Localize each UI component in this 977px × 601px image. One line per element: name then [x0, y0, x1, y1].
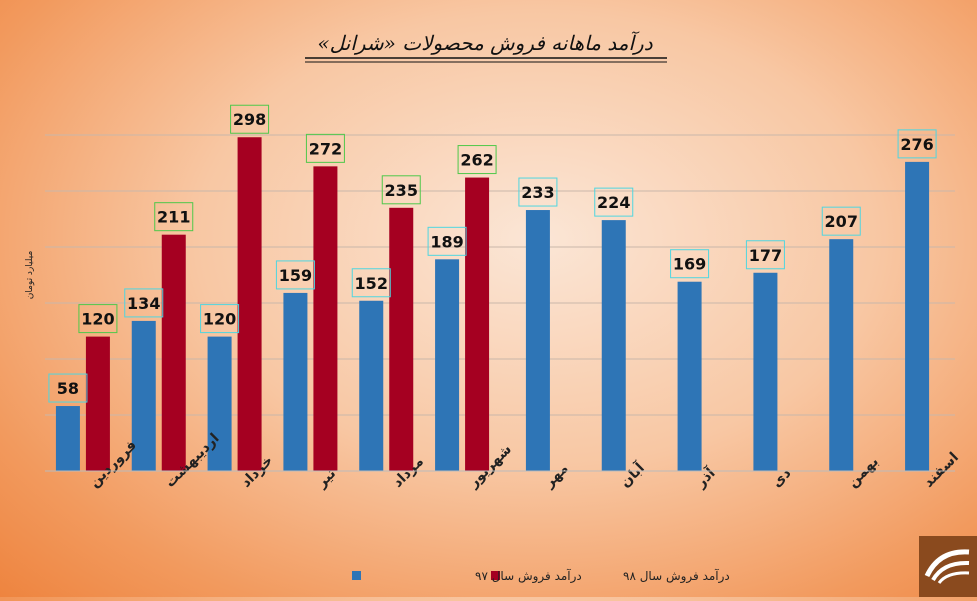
bar: [161, 234, 186, 471]
data-label-box: [821, 206, 861, 236]
bar: [905, 161, 930, 471]
data-label-box: [154, 202, 194, 232]
data-label: 262: [460, 151, 493, 170]
data-label-box: [78, 304, 118, 334]
gridlines: [45, 134, 955, 416]
data-label: 120: [203, 310, 236, 329]
data-label: 276: [900, 135, 933, 154]
bar: [283, 292, 308, 471]
data-label-box: [427, 226, 467, 256]
bar: [131, 320, 156, 471]
bar: [85, 336, 110, 471]
data-label: 159: [279, 266, 312, 285]
data-label: 177: [749, 246, 782, 265]
data-label: 224: [597, 193, 630, 212]
data-label-box: [745, 240, 785, 270]
data-label: 152: [355, 274, 388, 293]
bar: [677, 281, 702, 471]
bar: [435, 259, 460, 471]
data-label: 207: [825, 212, 858, 231]
bar: [359, 300, 384, 471]
data-label: 235: [385, 181, 418, 200]
bar: [829, 239, 854, 471]
data-label: 120: [81, 310, 114, 329]
bar: [753, 272, 778, 471]
data-label: 233: [521, 183, 554, 202]
data-label-box: [48, 373, 88, 403]
data-label-box: [351, 268, 391, 298]
data-label: 211: [157, 208, 190, 227]
data-label-box: [275, 260, 315, 290]
logo-icon: [924, 549, 970, 584]
bars: [55, 137, 930, 472]
bar: [237, 137, 262, 472]
data-label-box: [594, 187, 634, 217]
bar: [389, 207, 414, 472]
legend-swatch: [491, 571, 500, 580]
brand-logo: [919, 536, 977, 597]
bar: [207, 336, 232, 471]
bar: [601, 220, 626, 471]
data-label-box: [381, 175, 421, 205]
bar: [465, 177, 490, 471]
data-label: 134: [127, 294, 160, 313]
data-label-box: [457, 145, 497, 175]
bar: [525, 210, 550, 472]
legend: درآمد فروش سال ۹۸ درآمد فروش سال ۹۷: [352, 568, 730, 584]
data-label-box: [518, 177, 558, 207]
data-label: 169: [673, 255, 706, 274]
data-label: 298: [233, 110, 266, 129]
bar: [55, 406, 80, 471]
data-label-box: [670, 249, 710, 279]
chart-title: درآمد ماهانه فروش محصولات «شرانل»: [317, 31, 652, 55]
data-label-box: [305, 133, 345, 163]
data-label-box: [200, 304, 240, 334]
y-axis-label: میلیارد تومان: [25, 251, 35, 300]
bar: [313, 166, 338, 472]
data-label: 189: [430, 232, 463, 251]
legend-label: درآمد فروش سال ۹۷: [475, 568, 582, 584]
legend-swatch: [352, 571, 361, 580]
data-label: 58: [57, 379, 79, 398]
data-label: 272: [309, 139, 342, 158]
data-labels: 58 120 134 211 120 298 159 272 152 235 189 262 233 22…: [48, 104, 937, 403]
data-label-box: [230, 104, 270, 134]
data-label-box: [124, 288, 164, 318]
data-label-box: [897, 129, 937, 159]
legend-label: درآمد فروش سال ۹۸: [623, 568, 730, 584]
